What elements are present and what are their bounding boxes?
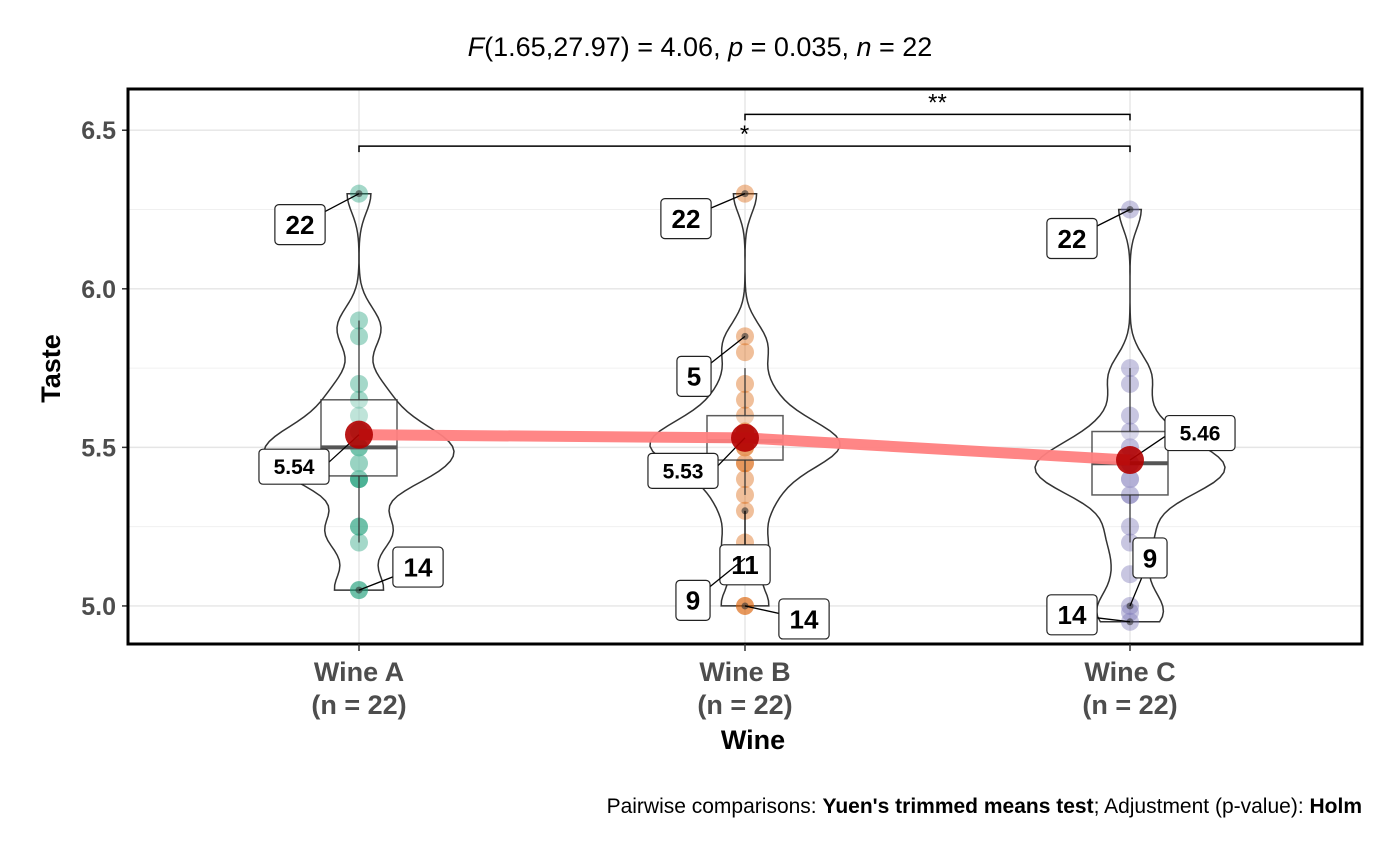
outlier-label: 14 — [1046, 594, 1098, 636]
outlier-label-text: 22 — [1058, 224, 1087, 254]
outlier-label-text: 14 — [790, 604, 819, 634]
outlier-label-text: 14 — [1058, 600, 1087, 630]
mean-label-text: 5.53 — [663, 460, 704, 483]
y-tick-label: 6.0 — [81, 276, 116, 304]
violin-3 — [1034, 208, 1226, 623]
outlier-label-box — [1046, 594, 1098, 636]
outlier-label-text: 22 — [286, 210, 315, 240]
outlier-label: 11 — [719, 544, 771, 586]
mean-label: 5.53 — [647, 452, 719, 489]
caption-middle: ; Adjustment (p-value): — [1093, 795, 1310, 818]
outlier-label-box — [675, 579, 711, 621]
outlier-label-box — [676, 355, 712, 397]
significance-label: * — [740, 121, 749, 148]
mean-label-box — [1164, 414, 1236, 452]
y-tick-label: 5.5 — [81, 434, 116, 462]
x-tick-label: Wine C — [1084, 657, 1175, 687]
p-symbol: p — [728, 32, 744, 62]
caption-adjustment: Holm — [1309, 795, 1363, 818]
stat-symbol: F — [467, 32, 485, 62]
y-tick-label: 5.0 — [81, 593, 116, 621]
data-point — [350, 454, 368, 473]
mean-label: 5.54 — [258, 448, 330, 485]
mean-label: 5.46 — [1164, 414, 1236, 452]
data-point — [736, 343, 754, 362]
x-axis-title: Wine — [721, 725, 785, 755]
outlier-label-text: 5 — [687, 362, 701, 392]
outlier-label: 22 — [274, 204, 326, 246]
outlier-label-text: 22 — [672, 204, 701, 234]
data-point — [1121, 470, 1139, 489]
outlier-label-text: 9 — [686, 586, 700, 616]
x-tick-n-label: (n = 22) — [1082, 690, 1177, 720]
outlier-label: 9 — [1132, 537, 1168, 579]
mean-label-text: 5.54 — [274, 456, 315, 479]
outlier-label-box — [1132, 537, 1168, 579]
stat-value: (1.65,27.97) = 4.06 — [484, 32, 714, 62]
mean-label-box — [647, 452, 719, 489]
outlier-label: 5 — [676, 355, 712, 397]
outlier-label: 22 — [660, 198, 712, 240]
significance-bracket — [744, 113, 1131, 121]
outlier-label: 9 — [675, 579, 711, 621]
mean-point — [345, 420, 373, 449]
outlier-label-box — [392, 546, 444, 588]
outlier-label-text: 14 — [404, 552, 433, 582]
outlier-label: 14 — [392, 546, 444, 588]
data-point — [350, 406, 368, 425]
caption-test: Yuen's trimmed means test — [822, 795, 1094, 818]
outlier-label: 14 — [778, 598, 830, 640]
significance-bracket — [358, 145, 1131, 153]
data-point — [1121, 603, 1139, 622]
data-point — [1121, 470, 1139, 489]
x-tick-label: Wine A — [314, 657, 404, 687]
significance-label: ** — [928, 89, 947, 116]
mean-point — [731, 423, 759, 452]
x-tick-n-label: (n = 22) — [311, 690, 406, 720]
outlier-label-box — [719, 544, 771, 586]
mean-point — [1116, 446, 1144, 475]
n-value: = 22 — [871, 32, 933, 62]
y-tick-label: 6.5 — [81, 117, 116, 145]
y-axis-title: Taste — [36, 334, 66, 403]
outlier-label-text: 11 — [731, 550, 759, 580]
data-point — [350, 454, 368, 473]
data-point — [1121, 470, 1139, 489]
outlier-label-box — [1046, 217, 1098, 260]
stats-subtitle: F(1.65,27.97) = 4.06, p = 0.035, n = 22 — [467, 32, 933, 62]
x-tick-label: Wine B — [699, 657, 790, 687]
n-symbol: n — [856, 32, 872, 62]
caption-prefix: Pairwise comparisons: — [606, 795, 823, 818]
x-tick-n-label: (n = 22) — [697, 690, 792, 720]
outlier-label-box — [660, 198, 712, 240]
outlier-label-text: 9 — [1143, 543, 1157, 573]
mean-label-text: 5.46 — [1180, 423, 1221, 446]
p-value: = 0.035 — [743, 32, 842, 62]
outlier-label-box — [778, 598, 830, 640]
mean-label-box — [258, 448, 330, 485]
outlier-label-box — [274, 204, 326, 246]
chart-caption: Pairwise comparisons: Yuen's trimmed mea… — [607, 795, 1362, 819]
outlier-label: 22 — [1046, 217, 1098, 260]
